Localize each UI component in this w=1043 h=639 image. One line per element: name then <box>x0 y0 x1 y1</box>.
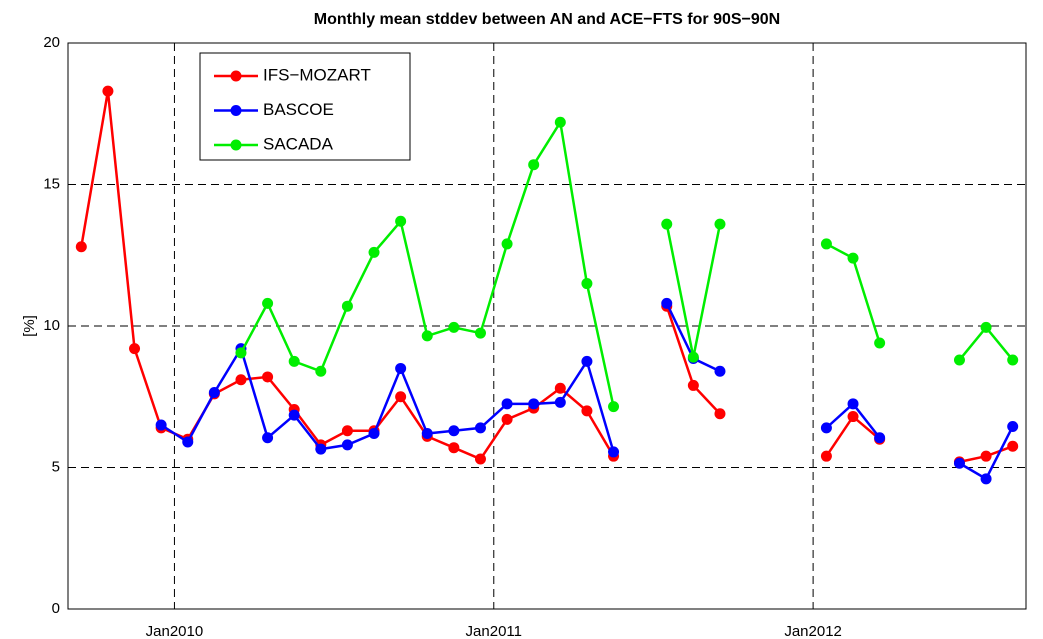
data-point <box>714 408 726 420</box>
legend-label: IFS−MOZART <box>263 65 371 84</box>
data-point <box>874 337 886 349</box>
data-point <box>395 391 407 403</box>
data-point <box>501 398 513 410</box>
data-point <box>847 252 859 264</box>
data-point <box>315 443 327 455</box>
data-point <box>288 355 300 367</box>
data-point <box>528 398 540 410</box>
data-point <box>980 473 992 485</box>
data-point <box>661 297 673 309</box>
data-point <box>847 411 859 423</box>
data-point <box>980 450 992 462</box>
legend-marker <box>230 139 242 151</box>
data-point <box>687 351 699 363</box>
data-point <box>208 387 220 399</box>
data-point <box>75 241 87 253</box>
data-point <box>262 371 274 383</box>
data-point <box>1007 440 1019 452</box>
data-point <box>129 343 141 355</box>
y-tick-label: 15 <box>43 175 60 192</box>
legend-label: SACADA <box>263 134 334 153</box>
data-point <box>474 327 486 339</box>
data-point <box>554 396 566 408</box>
data-point <box>182 436 194 448</box>
data-point <box>528 159 540 171</box>
data-point <box>155 419 167 431</box>
x-tick-label: Jan2011 <box>466 623 522 639</box>
data-point <box>262 432 274 444</box>
data-point <box>235 347 247 359</box>
data-point <box>474 453 486 465</box>
data-point <box>341 300 353 312</box>
data-point <box>288 409 300 421</box>
y-axis-label: [%] <box>21 315 38 337</box>
y-tick-label: 0 <box>52 600 60 617</box>
data-point <box>687 379 699 391</box>
data-point <box>262 297 274 309</box>
data-point <box>554 116 566 128</box>
data-point <box>395 215 407 227</box>
data-point <box>341 425 353 437</box>
data-point <box>820 450 832 462</box>
data-point <box>608 401 620 413</box>
data-point <box>341 439 353 451</box>
series-line <box>825 414 881 457</box>
data-point <box>608 446 620 458</box>
data-point <box>368 428 380 440</box>
series-line <box>665 223 722 358</box>
y-tick-label: 10 <box>43 317 60 334</box>
data-point <box>102 85 114 97</box>
data-point <box>448 425 460 437</box>
data-point <box>315 365 327 377</box>
data-point <box>554 382 566 394</box>
data-point <box>368 246 380 258</box>
data-point <box>661 218 673 230</box>
legend-marker <box>230 70 242 82</box>
data-point <box>448 321 460 333</box>
legend-label: BASCOE <box>263 100 334 119</box>
data-point <box>581 278 593 290</box>
data-point <box>847 398 859 410</box>
data-point <box>953 354 965 366</box>
data-point <box>581 405 593 417</box>
data-point <box>501 238 513 250</box>
data-point <box>448 442 460 454</box>
data-point <box>874 432 886 444</box>
y-tick-label: 20 <box>43 34 60 51</box>
data-point <box>395 362 407 374</box>
data-point <box>474 422 486 434</box>
data-point <box>1007 354 1019 366</box>
data-point <box>714 218 726 230</box>
data-point <box>714 365 726 377</box>
chart-title: Monthly mean stddev between AN and ACE−F… <box>314 11 780 28</box>
y-tick-label: 5 <box>52 458 60 475</box>
x-tick-label: Jan2012 <box>784 623 842 639</box>
data-point <box>235 374 247 386</box>
data-point <box>820 238 832 250</box>
data-point <box>1007 420 1019 432</box>
data-point <box>501 413 513 425</box>
data-point <box>421 428 433 440</box>
x-tick-label: Jan2010 <box>146 623 204 639</box>
legend-marker <box>230 105 242 116</box>
data-point <box>953 457 965 469</box>
data-point <box>581 355 593 367</box>
data-point <box>820 422 832 434</box>
data-point <box>980 321 992 333</box>
data-point <box>421 330 433 342</box>
